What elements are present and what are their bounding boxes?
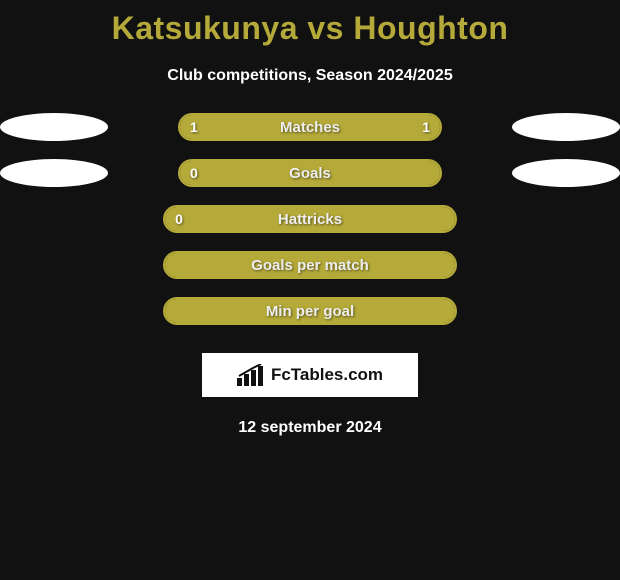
stat-bar: 0 Hattricks	[163, 205, 457, 233]
stat-row: 0 Hattricks	[0, 205, 620, 233]
stats-rows: 1 Matches 1 0 Goals 0 Hattricks Goals per match…	[0, 113, 620, 325]
stat-row: Min per goal	[0, 297, 620, 325]
stat-row: 0 Goals	[0, 159, 620, 187]
stat-bar: 1 Matches 1	[178, 113, 442, 141]
stat-label: Goals	[289, 165, 331, 182]
left-ellipse-slot	[0, 297, 93, 325]
stat-label: Min per goal	[266, 303, 354, 320]
left-ellipse-slot	[0, 113, 108, 141]
stat-label: Goals per match	[251, 257, 369, 274]
left-ellipse-slot	[0, 159, 108, 187]
right-ellipse-slot	[512, 113, 620, 141]
stat-label: Matches	[280, 119, 340, 136]
stat-bar: Min per goal	[163, 297, 457, 325]
fctables-bar-icon	[237, 364, 265, 386]
stat-bar: 0 Goals	[178, 159, 442, 187]
stat-label: Hattricks	[278, 211, 342, 228]
stat-left-value: 0	[190, 165, 198, 181]
logo-text: FcTables.com	[271, 365, 383, 385]
stat-left-value: 1	[190, 119, 198, 135]
date-text: 12 september 2024	[238, 419, 381, 437]
fctables-logo[interactable]: FcTables.com	[202, 353, 418, 397]
right-ellipse-slot	[527, 297, 620, 325]
stat-bar: Goals per match	[163, 251, 457, 279]
right-ellipse-slot	[527, 205, 620, 233]
stat-left-value: 0	[175, 211, 183, 227]
left-ellipse-slot	[0, 251, 93, 279]
subtitle: Club competitions, Season 2024/2025	[167, 67, 452, 85]
right-ellipse-slot	[527, 251, 620, 279]
stat-right-value: 1	[422, 119, 430, 135]
left-player-ellipse	[0, 113, 108, 141]
stat-row: Goals per match	[0, 251, 620, 279]
page-title: Katsukunya vs Houghton	[112, 10, 509, 47]
left-ellipse-slot	[0, 205, 93, 233]
right-player-ellipse	[512, 159, 620, 187]
right-player-ellipse	[512, 113, 620, 141]
left-player-ellipse	[0, 159, 108, 187]
stat-row: 1 Matches 1	[0, 113, 620, 141]
right-ellipse-slot	[512, 159, 620, 187]
